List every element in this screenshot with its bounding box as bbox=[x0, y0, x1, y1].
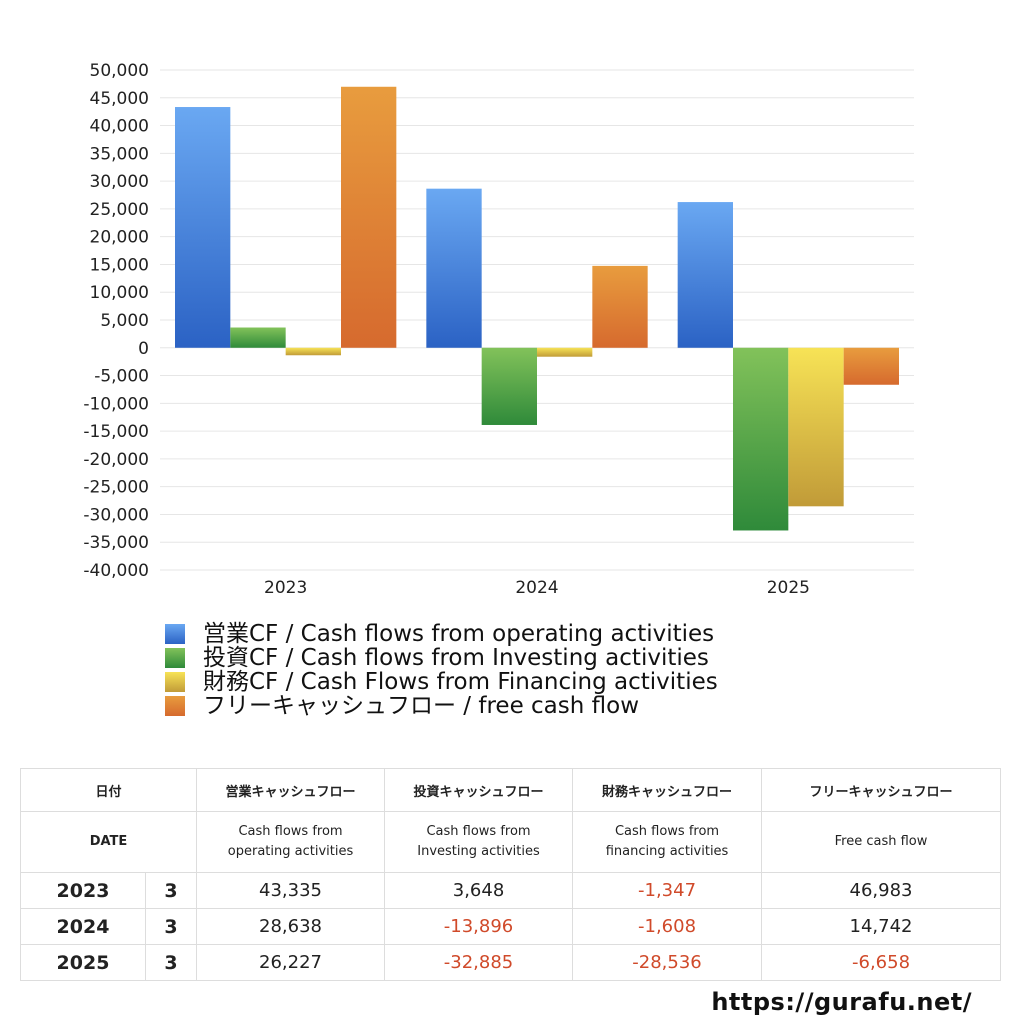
y-tick-label: 15,000 bbox=[90, 255, 149, 275]
header-financing-en-line2: financing activities bbox=[605, 844, 729, 859]
x-tick-label: 2024 bbox=[515, 578, 558, 598]
row-year: 2025 bbox=[20, 944, 146, 981]
x-tick-label: 2023 bbox=[264, 578, 307, 598]
y-tick-label: 40,000 bbox=[90, 117, 149, 137]
header-investing-en-line2: Investing activities bbox=[417, 844, 540, 859]
table-row: 2024 3 28,638 -13,896 -1,608 14,742 bbox=[20, 908, 1002, 945]
y-tick-label: 0 bbox=[138, 339, 149, 359]
bar-2023-s0 bbox=[175, 107, 231, 348]
header-financing-jp: 財務キャッシュフロー bbox=[572, 768, 763, 812]
header-date-jp: 日付 bbox=[19, 768, 198, 812]
bar-2023-s3 bbox=[341, 86, 397, 348]
table-row: 2023 3 43,335 3,648 -1,347 46,983 bbox=[20, 872, 1002, 909]
y-tick-label: -30,000 bbox=[83, 505, 149, 525]
site-url[interactable]: https://gurafu.net/ bbox=[711, 988, 972, 1016]
bar-2024-s0 bbox=[426, 188, 482, 348]
legend-item-financing: 財務CF / Cash Flows from Financing activit… bbox=[165, 670, 718, 694]
x-axis-ticks: 2023 2024 2025 bbox=[264, 578, 810, 598]
row-month: 3 bbox=[144, 944, 198, 981]
cash-flow-table: 日付 営業キャッシュフロー 投資キャッシュフロー 財務キャッシュフロー フリーキ… bbox=[19, 768, 1002, 981]
row-investing: -13,896 bbox=[384, 908, 574, 945]
y-tick-label: 45,000 bbox=[90, 89, 149, 109]
bar-2023-s1 bbox=[230, 327, 286, 348]
row-year: 2024 bbox=[20, 908, 146, 945]
legend-item-investing: 投資CF / Cash flows from Investing activit… bbox=[165, 646, 718, 670]
table-header-en: DATE Cash flows from operating activities… bbox=[19, 811, 1002, 873]
y-tick-label: 35,000 bbox=[90, 144, 149, 164]
legend-item-operating: 営業CF / Cash flows from operating activit… bbox=[165, 622, 718, 646]
row-operating: 26,227 bbox=[196, 944, 386, 981]
y-tick-label: 30,000 bbox=[90, 172, 149, 192]
bar-2024-s3 bbox=[592, 265, 648, 348]
legend-swatch-free bbox=[165, 696, 185, 716]
y-tick-label: 5,000 bbox=[100, 311, 149, 331]
row-year: 2023 bbox=[20, 872, 146, 909]
bar-series bbox=[175, 86, 899, 531]
row-financing: -1,608 bbox=[572, 908, 763, 945]
bar-2025-s0 bbox=[677, 202, 733, 348]
legend-item-free: フリーキャッシュフロー / free cash flow bbox=[165, 694, 718, 718]
header-investing-jp: 投資キャッシュフロー bbox=[384, 768, 574, 812]
y-tick-label: -15,000 bbox=[83, 422, 149, 442]
row-free: 46,983 bbox=[761, 872, 1002, 909]
row-free: -6,658 bbox=[761, 944, 1002, 981]
legend-label-financing: 財務CF / Cash Flows from Financing activit… bbox=[203, 669, 718, 695]
row-investing: 3,648 bbox=[384, 872, 574, 909]
y-tick-label: 50,000 bbox=[90, 61, 149, 81]
row-financing: -1,347 bbox=[572, 872, 763, 909]
legend-label-investing: 投資CF / Cash flows from Investing activit… bbox=[203, 645, 709, 671]
y-tick-label: -40,000 bbox=[83, 561, 149, 581]
x-tick-label: 2025 bbox=[767, 578, 810, 598]
bar-2024-s2 bbox=[537, 347, 593, 357]
header-operating-en: Cash flows from operating activities bbox=[196, 811, 386, 873]
header-operating-en-line2: operating activities bbox=[227, 844, 354, 859]
header-date-en: DATE bbox=[19, 811, 198, 873]
row-month: 3 bbox=[144, 872, 198, 909]
header-operating-jp: 営業キャッシュフロー bbox=[196, 768, 386, 812]
row-operating: 28,638 bbox=[196, 908, 386, 945]
header-operating-en-line1: Cash flows from bbox=[238, 824, 343, 839]
bar-2024-s1 bbox=[481, 347, 537, 425]
y-tick-label: -25,000 bbox=[83, 478, 149, 498]
row-investing: -32,885 bbox=[384, 944, 574, 981]
legend-swatch-financing bbox=[165, 672, 185, 692]
row-operating: 43,335 bbox=[196, 872, 386, 909]
header-investing-en-line1: Cash flows from bbox=[426, 824, 531, 839]
y-tick-label: 20,000 bbox=[90, 228, 149, 248]
chart-legend: 営業CF / Cash flows from operating activit… bbox=[165, 622, 718, 718]
bar-2023-s2 bbox=[285, 347, 341, 356]
y-tick-label: -35,000 bbox=[83, 533, 149, 553]
header-financing-en: Cash flows from financing activities bbox=[572, 811, 763, 873]
y-axis-ticks: 50,000 45,000 40,000 35,000 30,000 25,000 20,0… bbox=[83, 61, 149, 581]
cash-flow-bar-chart: 50,000 45,000 40,000 35,000 30,000 25,000 20,0… bbox=[83, 61, 914, 598]
legend-swatch-operating bbox=[165, 624, 185, 644]
legend-swatch-investing bbox=[165, 648, 185, 668]
y-tick-label: 10,000 bbox=[90, 283, 149, 303]
bar-2025-s3 bbox=[843, 347, 899, 385]
legend-label-operating: 営業CF / Cash flows from operating activit… bbox=[203, 621, 715, 647]
y-tick-label: -10,000 bbox=[83, 394, 149, 414]
row-free: 14,742 bbox=[761, 908, 1002, 945]
row-month: 3 bbox=[144, 908, 198, 945]
legend-label-free: フリーキャッシュフロー / free cash flow bbox=[203, 693, 640, 719]
header-investing-en: Cash flows from Investing activities bbox=[384, 811, 574, 873]
y-tick-label: -5,000 bbox=[94, 367, 149, 387]
row-financing: -28,536 bbox=[572, 944, 763, 981]
bar-2025-s2 bbox=[788, 347, 844, 507]
table-header-jp: 日付 営業キャッシュフロー 投資キャッシュフロー 財務キャッシュフロー フリーキ… bbox=[19, 768, 1002, 812]
y-tick-label: -20,000 bbox=[83, 450, 149, 470]
header-financing-en-line1: Cash flows from bbox=[614, 824, 720, 839]
bar-2025-s1 bbox=[733, 347, 789, 531]
table-row: 2025 3 26,227 -32,885 -28,536 -6,658 bbox=[20, 944, 1002, 981]
header-free-jp: フリーキャッシュフロー bbox=[761, 768, 1002, 812]
header-free-en: Free cash flow bbox=[761, 811, 1002, 873]
y-tick-label: 25,000 bbox=[90, 200, 149, 220]
